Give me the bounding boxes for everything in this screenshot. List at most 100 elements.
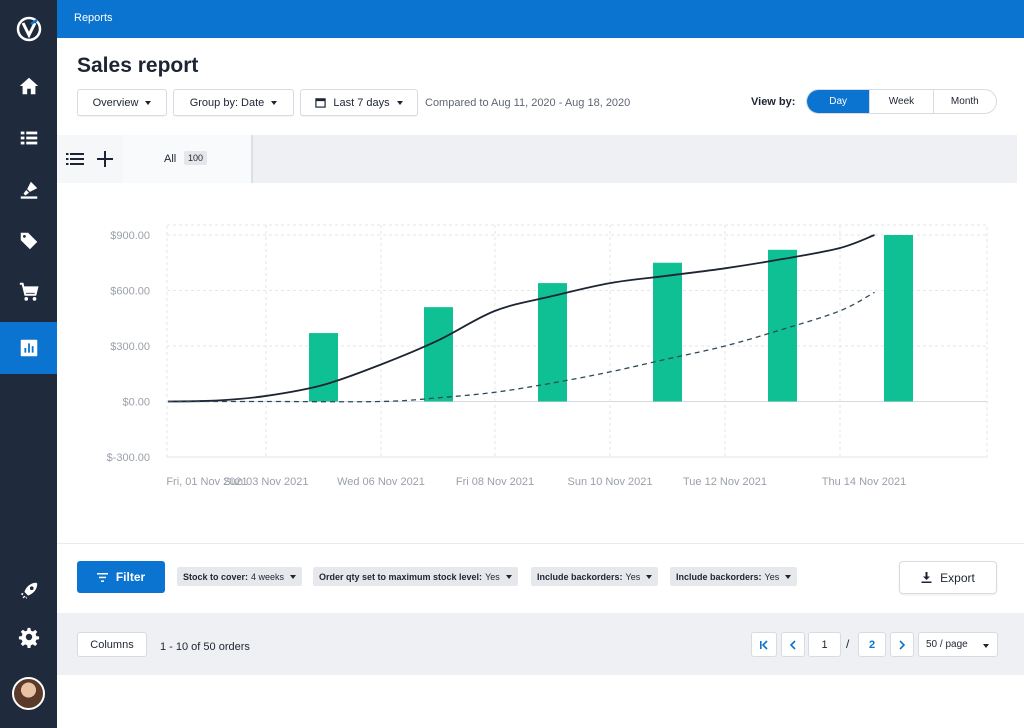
- filter-chip-include-backorders-2[interactable]: Include backorders: Yes: [670, 567, 798, 586]
- chevron-left-icon: [789, 639, 796, 650]
- export-label: Export: [940, 570, 975, 585]
- overview-dropdown[interactable]: Overview: [77, 89, 167, 116]
- group-by-dropdown[interactable]: Group by: Date: [173, 89, 294, 116]
- y-tick-label: $0.00: [122, 397, 150, 409]
- tag-icon: [20, 232, 37, 250]
- x-tick-label: Tue 12 Nov 2021: [683, 476, 767, 488]
- add-icon[interactable]: [97, 151, 113, 167]
- calendar-icon: [315, 98, 327, 108]
- download-icon: [921, 572, 932, 583]
- chevron-down-icon: [646, 574, 653, 579]
- data-bar: [884, 235, 913, 402]
- chevron-down-icon: [785, 574, 792, 579]
- chevron-down-icon: [396, 100, 403, 105]
- nav-cart[interactable]: [0, 266, 57, 318]
- chip-value: Yes: [485, 571, 500, 582]
- overview-label: Overview: [92, 96, 139, 109]
- line-series-current: [167, 234, 875, 403]
- comparison-text: Compared to Aug 11, 2020 - Aug 18, 2020: [425, 97, 631, 109]
- nav-settings[interactable]: [0, 611, 57, 663]
- bottom-area: [57, 675, 1024, 728]
- tab-all[interactable]: All 100: [123, 135, 253, 183]
- tab-tools: [57, 135, 123, 183]
- chip-value: 4 weeks: [251, 571, 285, 582]
- user-avatar[interactable]: [12, 677, 45, 710]
- x-tick-label: Sun 03 Nov 2021: [223, 476, 308, 488]
- plot-frame: [166, 224, 988, 458]
- filter-chip-stock-to-cover[interactable]: Stock to cover: 4 weeks: [177, 567, 303, 586]
- stamp-icon: [20, 181, 37, 199]
- total-pages-button[interactable]: 2: [858, 632, 886, 657]
- reports-icon: [20, 339, 37, 357]
- view-by-toggle: Day Week Month: [806, 89, 997, 114]
- data-bar: [309, 333, 338, 402]
- first-page-icon: [760, 639, 768, 650]
- x-tick-label: Wed 06 Nov 2021: [337, 476, 425, 488]
- chevron-down-icon: [271, 100, 278, 105]
- filter-label: Filter: [115, 570, 146, 584]
- data-bar: [653, 262, 682, 402]
- gear-icon: [18, 627, 39, 648]
- first-page-button[interactable]: [751, 632, 777, 657]
- page-separator: /: [846, 637, 850, 651]
- chevron-down-icon: [505, 574, 512, 579]
- filter-chip-include-backorders[interactable]: Include backorders: Yes: [531, 567, 659, 586]
- date-range-label: Last 7 days: [333, 96, 390, 109]
- chip-key: Include backorders:: [537, 571, 623, 582]
- columns-button[interactable]: Columns: [77, 632, 147, 657]
- breadcrumb[interactable]: Reports: [74, 12, 113, 24]
- nav-reports[interactable]: [0, 322, 57, 374]
- view-week-button[interactable]: Week: [870, 90, 934, 113]
- logo-icon: [16, 16, 41, 41]
- x-tick-label: Sun 10 Nov 2021: [567, 476, 652, 488]
- nav-tags[interactable]: [0, 215, 57, 267]
- app-logo[interactable]: [0, 0, 57, 57]
- list-icon: [20, 131, 37, 145]
- view-day-button[interactable]: Day: [807, 90, 871, 113]
- x-tick-label: Fri, 01 Nov 2021: [166, 476, 247, 488]
- nav-home[interactable]: [0, 60, 57, 112]
- date-range-dropdown[interactable]: Last 7 days: [300, 89, 418, 116]
- filter-button[interactable]: Filter: [77, 561, 165, 593]
- top-bar: Reports: [57, 0, 1024, 38]
- per-page-label: 50 / page: [926, 639, 968, 650]
- chevron-down-icon: [290, 574, 297, 579]
- filter-chip-order-qty[interactable]: Order qty set to maximum stock level: Yes: [313, 567, 518, 586]
- y-tick-label: $600.00: [110, 286, 150, 298]
- view-month-button[interactable]: Month: [950, 96, 979, 107]
- view-by-label: View by:: [751, 96, 796, 108]
- data-bar: [768, 249, 797, 402]
- chip-key: Include backorders:: [676, 571, 762, 582]
- group-by-label: Group by: Date: [189, 96, 265, 109]
- tab-all-label: All: [164, 153, 177, 165]
- chip-value: Yes: [764, 571, 780, 582]
- current-page-input[interactable]: 1: [808, 632, 841, 657]
- chip-value: Yes: [625, 571, 641, 582]
- tab-all-count: 100: [184, 151, 208, 165]
- chevron-right-icon: [899, 639, 906, 650]
- prev-page-button[interactable]: [781, 632, 805, 657]
- chip-key: Stock to cover:: [183, 571, 249, 582]
- y-tick-label: $900.00: [110, 230, 150, 242]
- chip-key: Order qty set to maximum stock level:: [319, 571, 483, 582]
- x-tick-label: Fri 08 Nov 2021: [456, 476, 534, 488]
- page-title: Sales report: [77, 54, 199, 77]
- list-view-icon[interactable]: [66, 152, 84, 166]
- next-page-button[interactable]: [890, 632, 914, 657]
- nav-launch[interactable]: [0, 565, 57, 617]
- chevron-down-icon: [145, 100, 152, 105]
- nav-stamp[interactable]: [0, 164, 57, 216]
- filter-icon: [96, 572, 108, 582]
- data-bar: [538, 283, 567, 402]
- per-page-select[interactable]: 50 / page: [918, 632, 998, 657]
- sales-chart: $900.00 $600.00 $300.00 $0.00 $-300.00 Fri, 0…: [57, 183, 1024, 543]
- line-series-comparison: [168, 291, 875, 403]
- pagination-summary: 1 - 10 of 50 orders: [160, 641, 250, 653]
- rocket-icon: [20, 582, 37, 600]
- x-tick-label: Thu 14 Nov 2021: [822, 476, 906, 488]
- export-button[interactable]: Export: [899, 561, 997, 594]
- home-icon: [19, 77, 38, 95]
- chevron-down-icon: [983, 644, 989, 648]
- cart-icon: [19, 282, 39, 301]
- nav-list[interactable]: [0, 112, 57, 164]
